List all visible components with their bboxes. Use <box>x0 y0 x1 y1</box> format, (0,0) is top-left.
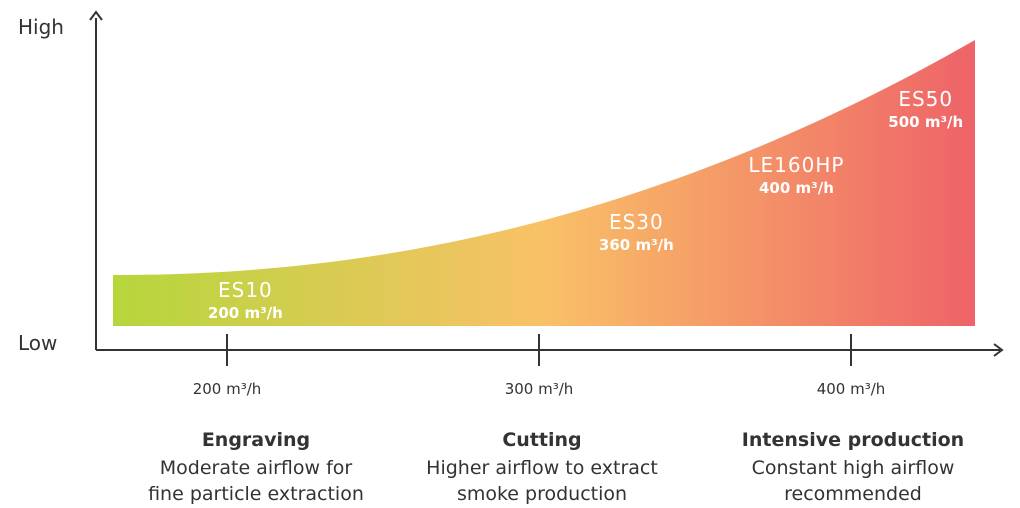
x-ticks: 200 m³/h 300 m³/h 400 m³/h <box>193 334 886 398</box>
model-airflow: 360 m³/h <box>599 236 674 254</box>
x-tick-label: 200 m³/h <box>193 380 262 398</box>
y-axis-high-label: High <box>18 15 64 39</box>
y-axis-arrow <box>89 10 103 21</box>
category-description-line: smoke production <box>457 483 627 505</box>
category-description-line: recommended <box>784 483 922 505</box>
category-title: Cutting <box>502 429 581 451</box>
category-description-line: Higher airflow to extract <box>426 457 658 479</box>
model-name: ES10 <box>218 278 273 302</box>
x-tick-label: 300 m³/h <box>505 380 574 398</box>
category-description-line: Moderate airflow for <box>160 457 353 479</box>
model-name: LE160HP <box>748 153 844 177</box>
category-description-line: Constant high airflow <box>752 457 955 479</box>
model-name: ES50 <box>898 87 953 111</box>
model-name: ES30 <box>609 210 664 234</box>
x-axis-arrow <box>993 343 1004 357</box>
x-tick-label: 400 m³/h <box>817 380 886 398</box>
model-airflow: 500 m³/h <box>888 113 963 131</box>
category-title: Engraving <box>202 429 310 451</box>
category-descriptions: Engraving Moderate airflow for fine partic… <box>148 429 964 505</box>
model-labels: ES10 200 m³/h ES30 360 m³/h LE160HP 400 m³/h E… <box>208 87 963 322</box>
airflow-area <box>113 40 975 326</box>
category-title: Intensive production <box>742 429 964 451</box>
y-axis-low-label: Low <box>18 331 57 355</box>
category-description-line: fine particle extraction <box>148 483 364 505</box>
model-airflow: 400 m³/h <box>759 179 834 197</box>
model-airflow: 200 m³/h <box>208 304 283 322</box>
